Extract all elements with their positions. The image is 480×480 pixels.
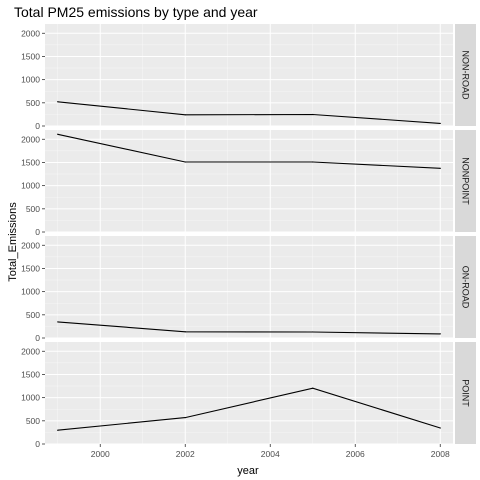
facet-panel-non-road: 0 500 1000 1500 2000 NON-ROAD: [21, 24, 476, 131]
y-tick-label: 0: [35, 227, 40, 237]
data-point: [185, 417, 186, 418]
data-point: [440, 123, 441, 124]
y-tick-label: 500: [26, 98, 40, 108]
facet-panel-nonpoint: 0 500 1000 1500 2000 NONPOINT: [21, 130, 476, 237]
x-axis-title: year: [237, 465, 259, 477]
y-tick-label: 500: [26, 416, 40, 426]
panel-background: [45, 236, 453, 338]
data-point: [185, 331, 186, 332]
data-point: [57, 134, 58, 135]
x-tick-label: 2000: [91, 449, 110, 459]
chart-title: Total PM25 emissions by type and year: [14, 4, 258, 20]
facet-strip-label: NON-ROAD: [461, 51, 471, 100]
y-tick-label: 1500: [21, 157, 40, 167]
data-point: [185, 161, 186, 162]
y-tick-label: 500: [26, 310, 40, 320]
data-point: [312, 388, 313, 389]
x-tick-label: 2008: [431, 449, 450, 459]
x-tick-label: 2002: [176, 449, 195, 459]
facet-strip-label: ON-ROAD: [461, 266, 471, 309]
y-tick-label: 1000: [21, 75, 40, 85]
y-tick-label: 0: [35, 121, 40, 131]
data-point: [312, 114, 313, 115]
y-axis-title: Total_Emissions: [7, 202, 19, 282]
facet-panel-on-road: 0 500 1000 1500 2000 ON-ROAD: [21, 236, 476, 343]
data-point: [440, 333, 441, 334]
data-point: [57, 321, 58, 322]
data-point: [312, 161, 313, 162]
panel-background: [45, 342, 453, 444]
panel-background: [45, 24, 453, 126]
data-point: [57, 101, 58, 102]
y-tick-label: 1500: [21, 263, 40, 273]
y-tick-label: 2000: [21, 134, 40, 144]
y-tick-label: 1500: [21, 51, 40, 61]
y-tick-label: 0: [35, 439, 40, 449]
facet-panels: 0 500 1000 1500 2000 NON-ROAD 0 500 1000 1500 2000…: [21, 24, 476, 449]
y-tick-label: 2000: [21, 240, 40, 250]
facet-strip-label: NONPOINT: [461, 157, 471, 205]
data-point: [312, 331, 313, 332]
y-tick-label: 1000: [21, 393, 40, 403]
y-tick-label: 500: [26, 204, 40, 214]
facet-strip-label: POINT: [461, 379, 471, 407]
y-tick-label: 1500: [21, 369, 40, 379]
y-tick-label: 1000: [21, 181, 40, 191]
y-tick-label: 2000: [21, 28, 40, 38]
data-point: [57, 430, 58, 431]
x-axis: 2000 2002 2004 2006 2008: [91, 444, 450, 459]
data-point: [440, 427, 441, 428]
y-tick-label: 0: [35, 333, 40, 343]
y-tick-label: 1000: [21, 287, 40, 297]
facet-panel-point: 0 500 1000 1500 2000 POINT: [21, 342, 476, 449]
y-tick-label: 2000: [21, 346, 40, 356]
data-point: [440, 168, 441, 169]
x-tick-label: 2006: [346, 449, 365, 459]
data-point: [185, 114, 186, 115]
x-tick-label: 2004: [261, 449, 280, 459]
